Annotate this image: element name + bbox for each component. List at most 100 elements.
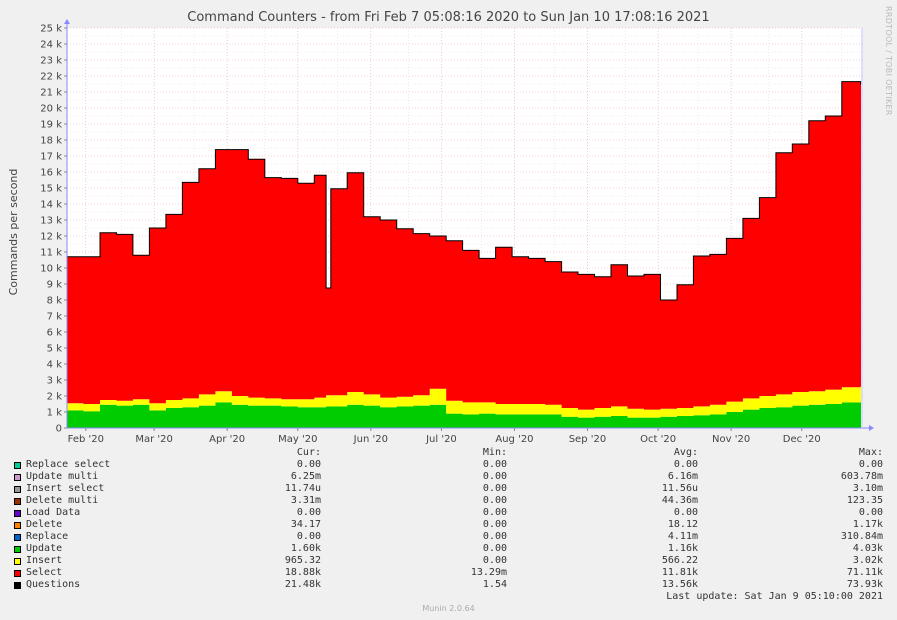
legend-swatch [14,498,21,505]
legend-avg-value: 11.56u [661,483,698,494]
x-tick-label: Oct '20 [640,434,676,445]
legend-cur-value: 21.48k [284,579,321,590]
legend-avg-value: 566.22 [661,555,698,566]
legend-min-value: 0.00 [482,459,507,470]
legend-cur-value: 34.17 [290,519,321,530]
legend-header-min: Min: [482,447,507,458]
legend-row: Update 1.60k 0.00 1.16k 4.03k [14,543,889,555]
x-tick-label: Jul '20 [425,434,457,445]
y-tick-label: 13 k [40,216,62,227]
legend-swatch [14,534,21,541]
x-axis-arrow [869,425,874,431]
legend-avg-value: 6.16m [667,471,698,482]
legend-row: Insert 965.32 0.00 566.22 3.02k [14,555,889,567]
x-tick-label: Apr '20 [209,434,245,445]
y-tick-label: 3 k [47,376,63,387]
y-tick-label: 17 k [40,152,62,163]
x-tick-labels: Feb '20 Mar '20 Apr '20 May '20 Jun '20 Jul '… [68,434,821,445]
y-tick-labels: 0 1 k 2 k 3 k 4 k 5 k 6 k 7 k 8 k 9 k 10 k 11 k 12 k… [40,24,62,435]
legend-rows: Replace select 0.00 0.00 0.00 0.00 Update mul… [14,459,889,591]
y-tick-label: 25 k [40,24,62,35]
axes [64,19,874,431]
legend-avg-value: 1.16k [667,543,698,554]
legend-cur-value: 0.00 [296,531,321,542]
legend-max-value: 603.78m [840,471,883,482]
legend-max-value: 73.93k [846,579,883,590]
chart: 0 1 k 2 k 3 k 4 k 5 k 6 k 7 k 8 k 9 k 10 k 11 k 12 k… [40,19,874,445]
y-tick-label: 21 k [40,88,62,99]
y-tick-label: 12 k [40,232,62,243]
legend-row: Delete 34.17 0.00 18.12 1.17k [14,519,889,531]
legend-cur-value: 1.60k [290,543,321,554]
legend-avg-value: 11.81k [661,567,698,578]
legend-row: Select 18.88k 13.29m 11.81k 71.11k [14,567,889,579]
legend-header-cur: Cur: [296,447,321,458]
legend-avg-value: 4.11m [667,531,698,542]
legend-series-name: Select [26,567,63,578]
legend-header: Cur: Min: Avg: Max: [14,447,889,459]
x-tick-label: Nov '20 [712,434,750,445]
legend-swatch [14,546,21,553]
last-update: Last update: Sat Jan 9 05:10:00 2021 [666,591,883,602]
x-tick-label: Mar '20 [135,434,173,445]
legend-series-name: Insert select [26,483,105,494]
y-axis-arrow [64,19,70,24]
legend-series-name: Update multi [26,471,99,482]
legend-cur-value: 11.74u [284,483,321,494]
legend-cur-value: 18.88k [284,567,321,578]
legend-min-value: 0.00 [482,519,507,530]
legend-cur-value: 0.00 [296,459,321,470]
y-tick-label: 16 k [40,168,62,179]
legend-cur-value: 965.32 [284,555,321,566]
y-tick-label: 8 k [47,296,63,307]
legend-header-max: Max: [858,447,883,458]
legend-row: Insert select 11.74u 0.00 11.56u 3.10m [14,483,889,495]
legend-series-name: Replace [26,531,69,542]
y-tick-label: 1 k [47,408,63,419]
series-area-update [67,402,861,428]
legend: Cur: Min: Avg: Max: Replace select 0.00 0.… [14,447,889,591]
y-tick-label: 7 k [47,312,63,323]
y-tick-label: 9 k [47,280,63,291]
chart-title: Command Counters - from Fri Feb 7 05:08:… [187,10,710,25]
legend-avg-value: 0.00 [673,459,698,470]
x-tick-label: Sep '20 [569,434,607,445]
legend-cur-value: 0.00 [296,507,321,518]
legend-series-name: Replace select [26,459,111,470]
rrdtool-credit: RRDTOOL / TOBI OETIKER [884,6,893,116]
footer-version: Munin 2.0.64 [422,604,475,613]
y-tick-label: 0 [56,424,62,435]
y-tick-label: 6 k [47,328,63,339]
legend-cur-value: 6.25m [290,471,321,482]
y-tick-label: 22 k [40,72,62,83]
legend-row: Load Data 0.00 0.00 0.00 0.00 [14,507,889,519]
legend-max-value: 123.35 [846,495,883,506]
y-tick-label: 5 k [47,344,63,355]
legend-max-value: 4.03k [852,543,883,554]
legend-cur-value: 3.31m [290,495,321,506]
y-tick-label: 15 k [40,184,62,195]
legend-swatch [14,486,21,493]
legend-swatch [14,462,21,469]
y-tick-label: 23 k [40,56,62,67]
legend-swatch [14,582,21,589]
x-tick-label: Feb '20 [68,434,104,445]
legend-series-name: Questions [26,579,81,590]
y-tick-label: 20 k [40,104,62,115]
legend-row: Delete multi 3.31m 0.00 44.36m 123.35 [14,495,889,507]
legend-max-value: 1.17k [852,519,883,530]
x-tick-label: May '20 [278,434,317,445]
series-area-select [67,81,861,410]
y-tick-label: 4 k [47,360,63,371]
y-tick-label: 2 k [47,392,63,403]
y-tick-label: 10 k [40,264,62,275]
legend-swatch [14,570,21,577]
legend-max-value: 0.00 [858,459,883,470]
legend-series-name: Update [26,543,63,554]
y-tick-label: 11 k [40,248,62,259]
legend-avg-value: 13.56k [661,579,698,590]
legend-avg-value: 0.00 [673,507,698,518]
legend-row: Replace 0.00 0.00 4.11m 310.84m [14,531,889,543]
legend-max-value: 0.00 [858,507,883,518]
legend-min-value: 0.00 [482,531,507,542]
